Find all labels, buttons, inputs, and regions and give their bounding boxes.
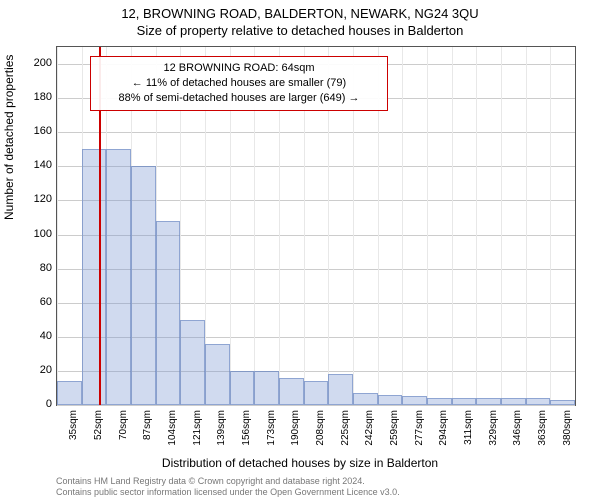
gridline-v <box>402 47 403 405</box>
x-tick-label: 277sqm <box>414 410 425 450</box>
histogram-bar <box>57 381 82 405</box>
histogram-bar <box>304 381 329 405</box>
gridline-v <box>452 47 453 405</box>
histogram-bar <box>526 398 551 405</box>
gridline-v <box>427 47 428 405</box>
x-tick-label: 156sqm <box>241 410 252 450</box>
histogram-bar <box>230 371 255 405</box>
x-tick-label: 87sqm <box>142 410 153 450</box>
x-tick-label: 346sqm <box>512 410 523 450</box>
histogram-bar <box>180 320 205 405</box>
chart-title-sub: Size of property relative to detached ho… <box>0 21 600 42</box>
y-tick-label: 100 <box>34 228 52 240</box>
x-tick-label: 139sqm <box>216 410 227 450</box>
histogram-bar <box>205 344 230 405</box>
x-tick-label: 121sqm <box>192 410 203 450</box>
histogram-bar <box>427 398 452 405</box>
footer-line1: Contains HM Land Registry data © Crown c… <box>56 476 400 487</box>
annotation-box: 12 BROWNING ROAD: 64sqm ← 11% of detache… <box>90 56 388 111</box>
y-tick-label: 120 <box>34 193 52 205</box>
x-tick-label: 104sqm <box>167 410 178 450</box>
x-tick-label: 208sqm <box>315 410 326 450</box>
histogram-bar <box>82 149 107 405</box>
footer-line2: Contains public sector information licen… <box>56 487 400 498</box>
histogram-bar <box>378 395 403 405</box>
histogram-bar <box>156 221 181 405</box>
histogram-bar <box>279 378 304 405</box>
annotation-line1: 12 BROWNING ROAD: 64sqm <box>99 61 379 76</box>
histogram-bar <box>476 398 501 405</box>
x-tick-label: 311sqm <box>463 410 474 450</box>
histogram-bar <box>106 149 131 405</box>
y-tick-label: 60 <box>40 296 52 308</box>
histogram-bar <box>452 398 477 405</box>
y-tick-label: 40 <box>40 330 52 342</box>
y-tick-label: 200 <box>34 57 52 69</box>
gridline-v <box>550 47 551 405</box>
gridline-h <box>57 405 575 406</box>
annotation-line3: 88% of semi-detached houses are larger (… <box>99 91 379 106</box>
x-tick-label: 70sqm <box>118 410 129 450</box>
chart-container: 12, BROWNING ROAD, BALDERTON, NEWARK, NG… <box>0 0 600 500</box>
x-tick-label: 52sqm <box>93 410 104 450</box>
histogram-bar <box>131 166 156 405</box>
histogram-bar <box>254 371 279 405</box>
x-tick-label: 294sqm <box>438 410 449 450</box>
gridline-v <box>526 47 527 405</box>
annotation-line2: ← 11% of detached houses are smaller (79… <box>99 76 379 91</box>
x-tick-label: 190sqm <box>290 410 301 450</box>
x-tick-label: 225sqm <box>340 410 351 450</box>
y-tick-label: 80 <box>40 262 52 274</box>
chart-title-main: 12, BROWNING ROAD, BALDERTON, NEWARK, NG… <box>0 0 600 21</box>
y-tick-label: 20 <box>40 364 52 376</box>
x-tick-label: 173sqm <box>266 410 277 450</box>
x-tick-label: 329sqm <box>488 410 499 450</box>
histogram-bar <box>353 393 378 405</box>
histogram-bar <box>550 400 575 405</box>
gridline-v <box>57 47 58 405</box>
histogram-bar <box>402 396 427 405</box>
gridline-v <box>501 47 502 405</box>
x-tick-label: 363sqm <box>537 410 548 450</box>
y-tick-label: 180 <box>34 91 52 103</box>
histogram-bar <box>328 374 353 405</box>
gridline-v <box>476 47 477 405</box>
x-tick-label: 259sqm <box>389 410 400 450</box>
gridline-h <box>57 132 575 133</box>
footer-text: Contains HM Land Registry data © Crown c… <box>56 476 400 498</box>
x-tick-label: 35sqm <box>68 410 79 450</box>
y-axis-label: Number of detached properties <box>2 55 16 220</box>
x-tick-label: 242sqm <box>364 410 375 450</box>
y-tick-label: 160 <box>34 125 52 137</box>
histogram-bar <box>501 398 526 405</box>
y-tick-label: 140 <box>34 159 52 171</box>
x-axis-label: Distribution of detached houses by size … <box>0 456 600 470</box>
x-tick-label: 380sqm <box>562 410 573 450</box>
y-tick-label: 0 <box>46 398 52 410</box>
